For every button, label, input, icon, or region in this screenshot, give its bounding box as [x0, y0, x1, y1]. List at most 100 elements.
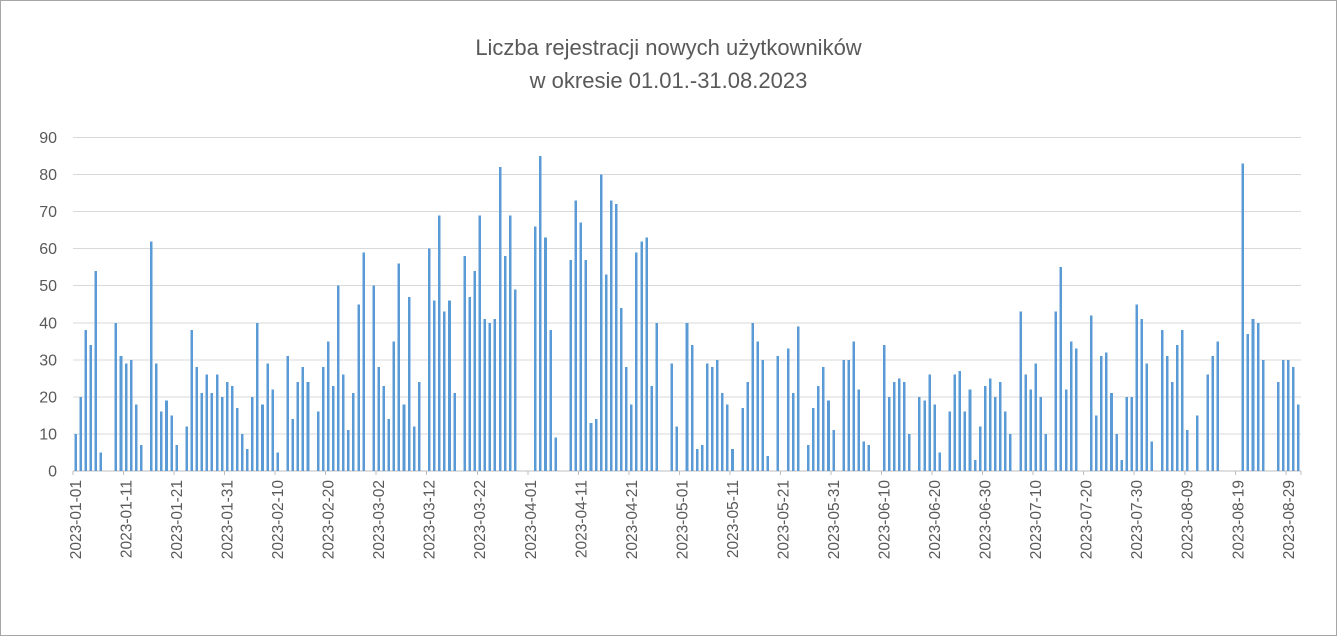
- x-tick-label: 2023-03-12: [422, 480, 439, 559]
- bar: [483, 319, 487, 471]
- bar: [387, 419, 391, 471]
- bar: [352, 393, 355, 471]
- x-tick-label: 2023-08-19: [1230, 480, 1247, 559]
- bar: [599, 174, 603, 471]
- bar: [923, 400, 926, 471]
- bar: [271, 389, 274, 471]
- bar: [1297, 404, 1300, 471]
- bar: [705, 363, 709, 471]
- bar: [791, 393, 795, 471]
- bar: [655, 322, 658, 471]
- bar: [963, 411, 967, 471]
- bar: [1211, 356, 1214, 471]
- bar: [1054, 311, 1058, 471]
- bar: [433, 300, 436, 471]
- bar: [1069, 341, 1073, 471]
- bar: [1074, 348, 1078, 471]
- bar: [74, 433, 77, 471]
- bar: [700, 445, 704, 471]
- bar: [711, 367, 714, 471]
- bar: [84, 330, 87, 471]
- bar: [468, 296, 471, 471]
- y-tick-label: 30: [39, 352, 57, 369]
- bar: [862, 441, 866, 471]
- bar: [544, 237, 547, 471]
- bar: [326, 341, 330, 471]
- bar: [1044, 433, 1048, 471]
- bar: [1246, 333, 1250, 471]
- bar: [675, 426, 679, 471]
- bar: [1287, 359, 1290, 471]
- bar: [94, 270, 98, 471]
- bar: [473, 270, 477, 471]
- bar: [635, 252, 638, 471]
- bar: [867, 445, 871, 471]
- bar: [1277, 382, 1280, 471]
- bar: [1125, 396, 1128, 471]
- bar: [1165, 356, 1169, 471]
- bar: [903, 382, 906, 471]
- bar: [493, 319, 497, 471]
- y-tick-label: 50: [39, 278, 57, 295]
- bar: [438, 215, 441, 471]
- bar: [1009, 433, 1012, 471]
- bar: [417, 382, 421, 471]
- bar: [443, 311, 446, 471]
- bar: [892, 382, 896, 471]
- bar: [640, 241, 643, 471]
- bar: [988, 378, 992, 471]
- bar: [1100, 356, 1103, 471]
- x-tick-label: 2023-04-01: [523, 480, 540, 559]
- bar: [150, 241, 153, 471]
- bar: [1004, 411, 1007, 471]
- bar: [195, 367, 199, 471]
- x-tick-label: 2023-06-20: [927, 480, 944, 560]
- bar: [453, 393, 456, 471]
- bar: [210, 393, 214, 471]
- bar: [645, 237, 648, 471]
- bar: [392, 341, 396, 471]
- bar: [306, 382, 310, 471]
- bar: [220, 396, 224, 471]
- bar: [999, 382, 1002, 471]
- x-tick-label: 2023-02-20: [321, 480, 338, 560]
- bar: [1256, 322, 1260, 471]
- x-tick-label: 2023-06-30: [978, 480, 995, 560]
- bar: [741, 408, 744, 471]
- bar: [766, 456, 770, 471]
- bar: [670, 363, 674, 471]
- bar: [286, 356, 290, 471]
- bar: [1160, 330, 1164, 471]
- bar: [463, 256, 466, 471]
- bar: [362, 252, 365, 471]
- bar: [614, 204, 618, 471]
- bar: [983, 385, 987, 471]
- x-tick-label: 2023-03-22: [472, 480, 489, 559]
- bar: [99, 452, 103, 471]
- bar: [397, 263, 401, 471]
- bar: [337, 285, 340, 471]
- x-tick-label: 2023-03-02: [371, 480, 388, 559]
- bar: [807, 445, 810, 471]
- bar: [246, 448, 249, 471]
- bar: [134, 404, 138, 471]
- x-tick-label: 2023-01-11: [118, 480, 135, 558]
- bar: [630, 404, 633, 471]
- bar: [812, 408, 815, 471]
- bar: [554, 437, 557, 471]
- bar: [175, 445, 178, 471]
- bar: [1024, 374, 1027, 471]
- bar: [513, 289, 517, 471]
- y-tick-label: 60: [39, 241, 57, 258]
- bar: [1140, 319, 1144, 471]
- bar: [786, 348, 790, 471]
- bar: [185, 426, 188, 471]
- bar: [1110, 393, 1113, 471]
- bar: [534, 226, 537, 471]
- bar: [160, 411, 163, 471]
- x-tick-label: 2023-02-10: [270, 480, 287, 560]
- bar: [1135, 304, 1139, 471]
- bar: [857, 389, 861, 471]
- bar: [751, 322, 754, 471]
- y-tick-label: 40: [39, 315, 57, 332]
